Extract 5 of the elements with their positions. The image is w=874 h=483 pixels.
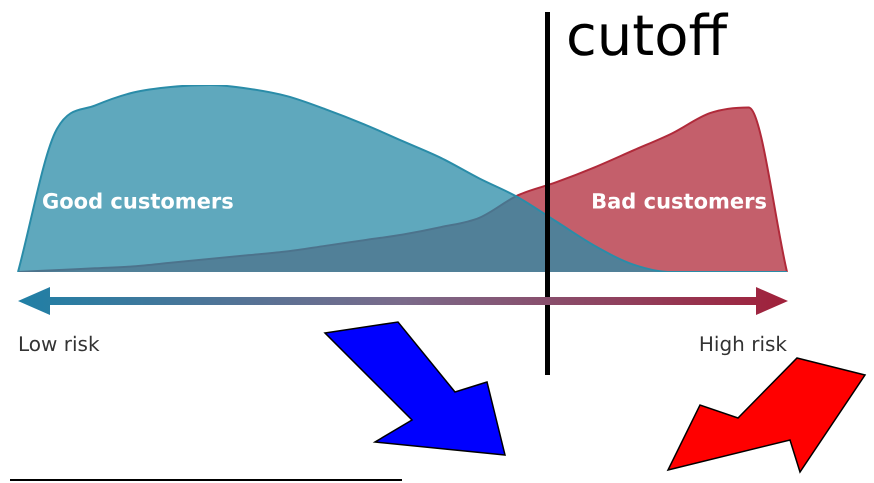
- series-label: Bad customers: [591, 189, 767, 214]
- text: cutoff: [566, 4, 728, 69]
- text: Low risk: [18, 332, 100, 356]
- series-label: Good customers: [42, 189, 234, 214]
- text: High risk: [698, 332, 787, 356]
